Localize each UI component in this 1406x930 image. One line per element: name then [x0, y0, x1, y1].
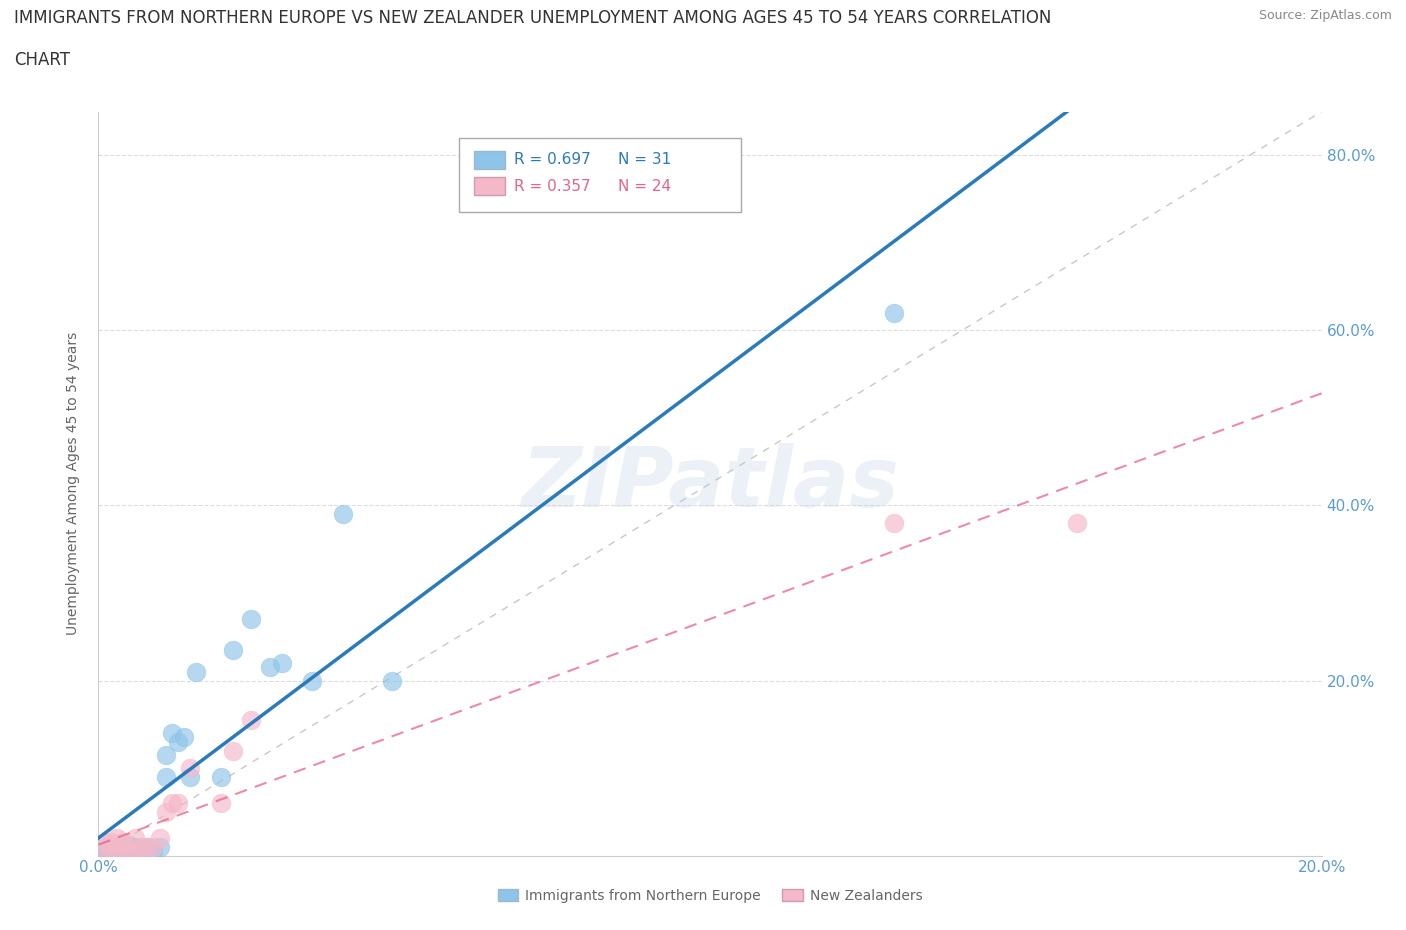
Point — [111, 835, 134, 850]
Point — [105, 844, 128, 858]
Point — [136, 840, 159, 855]
Point — [124, 844, 146, 858]
Point — [160, 796, 183, 811]
Point — [100, 835, 122, 850]
Point — [155, 748, 177, 763]
Point — [179, 761, 201, 776]
Point — [155, 804, 177, 819]
Point — [186, 664, 208, 679]
Point — [124, 844, 146, 858]
Text: Source: ZipAtlas.com: Source: ZipAtlas.com — [1258, 9, 1392, 22]
Point — [222, 743, 245, 758]
Text: CHART: CHART — [14, 51, 70, 69]
Point — [100, 844, 122, 858]
Point — [93, 844, 115, 858]
Point — [155, 769, 177, 784]
Point — [883, 515, 905, 530]
Point — [100, 840, 122, 855]
Point — [149, 830, 172, 845]
Point — [118, 844, 141, 858]
Point — [222, 643, 245, 658]
Point — [173, 730, 195, 745]
Point — [160, 725, 183, 740]
Text: R = 0.357: R = 0.357 — [515, 179, 591, 193]
Point — [111, 844, 134, 858]
Point — [129, 841, 152, 856]
Text: R = 0.697: R = 0.697 — [515, 153, 591, 167]
Point — [332, 507, 354, 522]
Point — [136, 840, 159, 855]
Text: N = 31: N = 31 — [619, 153, 672, 167]
Point — [129, 840, 152, 855]
Point — [142, 840, 165, 855]
FancyBboxPatch shape — [460, 138, 741, 212]
Point — [118, 844, 141, 858]
Point — [118, 838, 141, 853]
Point — [179, 769, 201, 784]
Point — [105, 841, 128, 856]
Point — [259, 660, 281, 675]
Text: N = 24: N = 24 — [619, 179, 672, 193]
Point — [93, 840, 115, 855]
Point — [883, 305, 905, 320]
Point — [209, 769, 232, 784]
Point — [93, 844, 115, 858]
Point — [124, 840, 146, 855]
Bar — [474, 151, 505, 169]
Bar — [474, 177, 505, 195]
Point — [167, 735, 190, 750]
Point — [1066, 515, 1088, 530]
Point — [240, 612, 263, 627]
Point — [105, 844, 128, 858]
Y-axis label: Unemployment Among Ages 45 to 54 years: Unemployment Among Ages 45 to 54 years — [66, 332, 80, 635]
Point — [142, 844, 165, 858]
Point — [167, 796, 190, 811]
Point — [93, 835, 115, 850]
Text: ZIPatlas: ZIPatlas — [522, 443, 898, 525]
Point — [270, 656, 292, 671]
Point — [149, 840, 172, 855]
Point — [301, 673, 323, 688]
Point — [100, 844, 122, 858]
Point — [240, 712, 263, 727]
Legend: Immigrants from Northern Europe, New Zealanders: Immigrants from Northern Europe, New Zea… — [492, 884, 928, 909]
Text: IMMIGRANTS FROM NORTHERN EUROPE VS NEW ZEALANDER UNEMPLOYMENT AMONG AGES 45 TO 5: IMMIGRANTS FROM NORTHERN EUROPE VS NEW Z… — [14, 9, 1052, 27]
Point — [209, 796, 232, 811]
Point — [111, 840, 134, 855]
Point — [105, 830, 128, 845]
Point — [381, 673, 404, 688]
Point — [124, 830, 146, 845]
